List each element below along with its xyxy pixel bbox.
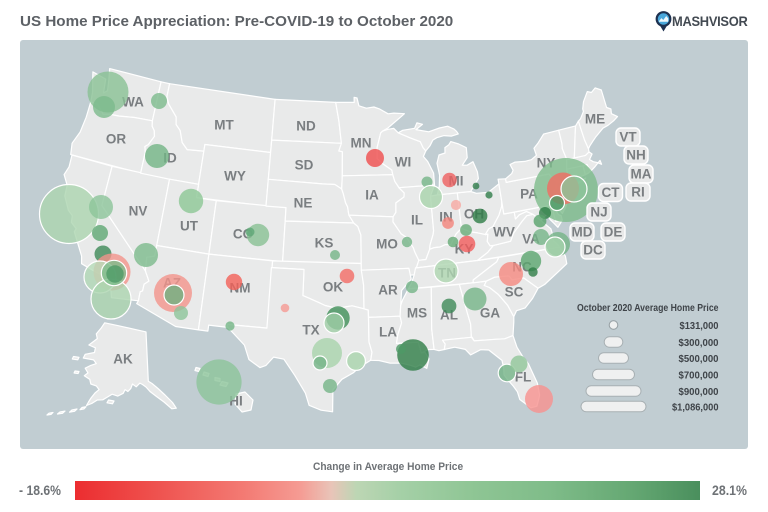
svg-text:SD: SD — [295, 158, 314, 173]
svg-text:PA: PA — [520, 187, 538, 202]
svg-text:OR: OR — [106, 132, 127, 147]
svg-text:MA: MA — [631, 167, 652, 182]
svg-text:NH: NH — [626, 148, 646, 163]
svg-text:NV: NV — [129, 204, 148, 219]
svg-text:TX: TX — [302, 323, 319, 338]
svg-text:MT: MT — [214, 118, 234, 133]
svg-text:MD: MD — [572, 225, 593, 240]
svg-text:LA: LA — [379, 325, 397, 340]
svg-text:DC: DC — [583, 243, 603, 258]
svg-text:MN: MN — [351, 136, 372, 151]
svg-text:NE: NE — [294, 196, 313, 211]
svg-text:CT: CT — [602, 185, 621, 200]
svg-text:GA: GA — [480, 306, 501, 321]
svg-text:$700,000: $700,000 — [679, 369, 719, 381]
svg-text:AK: AK — [113, 352, 133, 367]
svg-text:VT: VT — [619, 130, 637, 145]
svg-text:$300,000: $300,000 — [679, 337, 719, 349]
svg-text:$900,000: $900,000 — [679, 386, 719, 398]
svg-text:MS: MS — [407, 306, 427, 321]
svg-text:KS: KS — [315, 236, 334, 251]
svg-text:ND: ND — [296, 119, 316, 134]
svg-text:MO: MO — [376, 237, 398, 252]
svg-text:SC: SC — [505, 285, 524, 300]
svg-text:WI: WI — [395, 155, 412, 170]
svg-text:$131,000: $131,000 — [680, 320, 719, 332]
svg-text:$500,000: $500,000 — [679, 353, 719, 365]
svg-text:October 2020 Average Home Pric: October 2020 Average Home Price — [577, 302, 719, 314]
svg-text:WV: WV — [493, 225, 515, 240]
svg-text:UT: UT — [180, 219, 199, 234]
svg-text:OK: OK — [323, 280, 344, 295]
svg-text:NJ: NJ — [590, 205, 607, 220]
svg-text:WY: WY — [224, 169, 246, 184]
svg-text:$1,086,000: $1,086,000 — [672, 401, 719, 413]
svg-text:RI: RI — [631, 185, 645, 200]
svg-text:ME: ME — [585, 112, 605, 127]
svg-text:AR: AR — [378, 283, 398, 298]
svg-text:WA: WA — [122, 95, 144, 110]
svg-text:IL: IL — [411, 213, 423, 228]
svg-text:IA: IA — [365, 188, 379, 203]
svg-text:FL: FL — [515, 370, 532, 385]
svg-text:DE: DE — [604, 225, 623, 240]
